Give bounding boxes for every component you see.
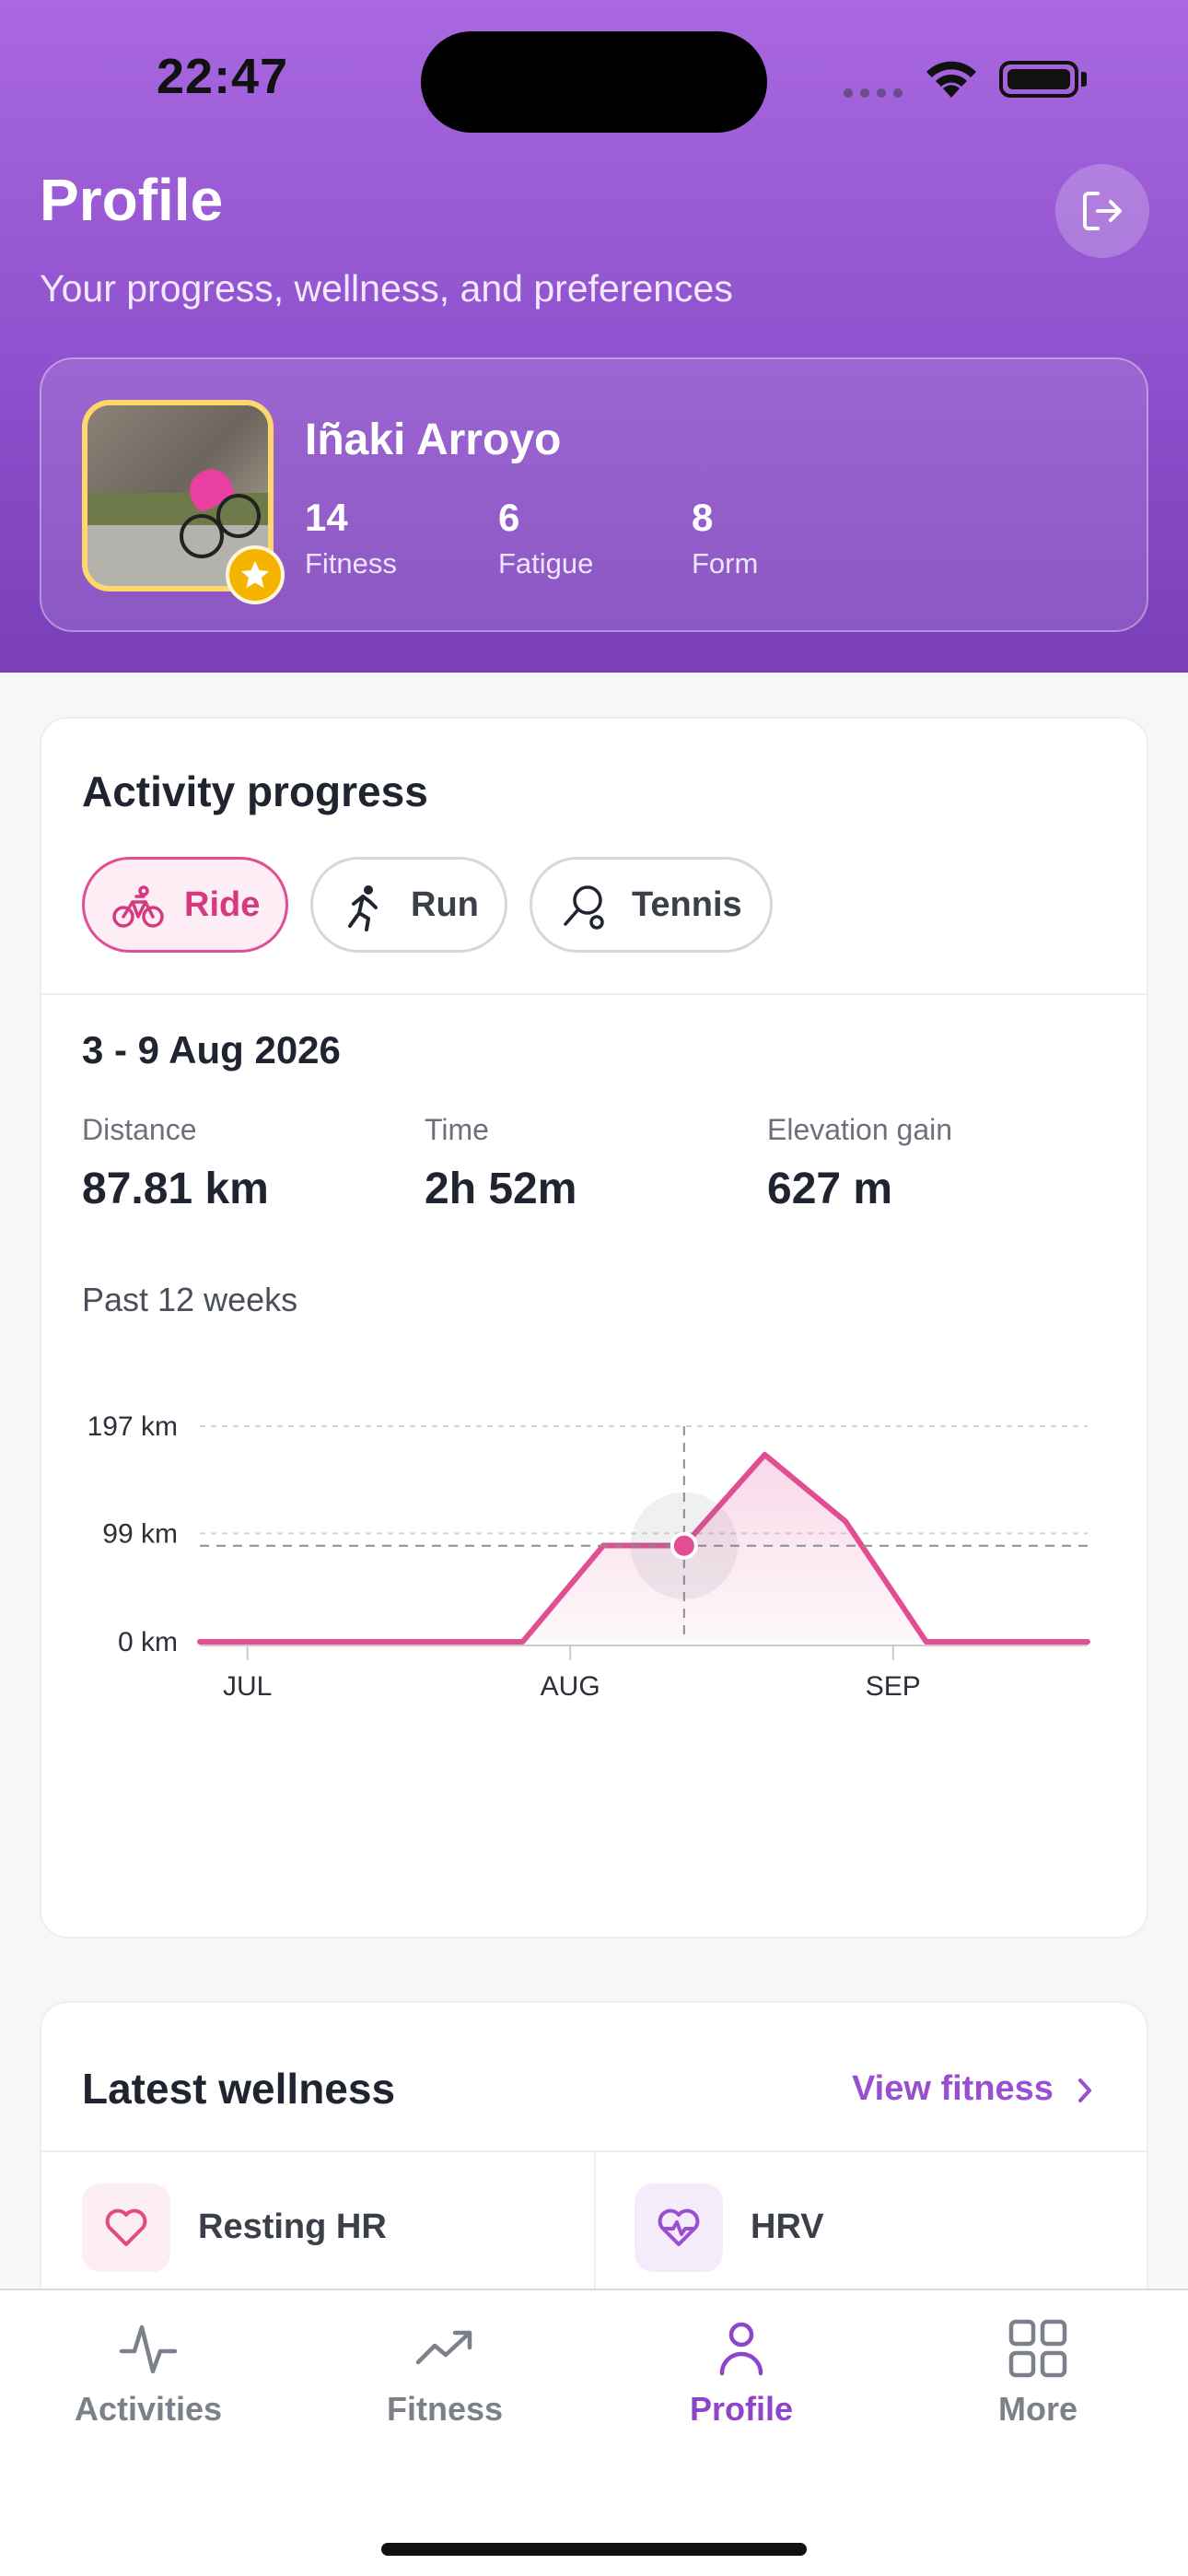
run-icon xyxy=(348,885,378,931)
dynamic-island xyxy=(421,31,767,133)
heart-icon xyxy=(82,2184,170,2272)
x-tick-label: AUG xyxy=(541,1671,600,1702)
athlete-card[interactable]: Iñaki Arroyo 14 Fitness 6 Fatigue 8 Form xyxy=(40,357,1148,632)
series-line xyxy=(197,1451,1090,1645)
stat-value: 8 xyxy=(692,496,714,539)
chip-ride[interactable]: Ride xyxy=(82,857,288,953)
page-title: Profile xyxy=(40,167,224,233)
metric-elevation: Elevation gain 627 m xyxy=(767,1113,952,1214)
activity-progress-card: Activity progress Ride Run Tennis 3 - 9 … xyxy=(40,717,1148,1938)
grid-icon xyxy=(1008,2319,1067,2378)
activity-progress-title: Activity progress xyxy=(82,767,428,815)
y-tick-label: 0 km xyxy=(118,1627,178,1657)
stat-fitness: 14 Fitness xyxy=(305,496,397,580)
stat-form: 8 Form xyxy=(692,496,758,580)
tab-profile[interactable]: Profile xyxy=(593,2316,890,2429)
athlete-name: Iñaki Arroyo xyxy=(305,416,562,464)
cellular-signal-icon xyxy=(844,88,904,98)
trend-icon xyxy=(415,2330,472,2365)
metric-label: Elevation gain xyxy=(767,1113,953,1146)
battery-tip xyxy=(1081,72,1087,87)
stat-label: Fatigue xyxy=(498,547,594,580)
profile-header: 22:47 Profile Your progress, wellness, a… xyxy=(0,0,1188,673)
wifi-icon xyxy=(926,61,976,98)
view-fitness-link[interactable]: View fitness xyxy=(852,2069,1054,2108)
tab-more[interactable]: More xyxy=(890,2316,1186,2429)
tab-activities[interactable]: Activities xyxy=(0,2316,297,2429)
stat-value: 6 xyxy=(498,496,520,539)
wellness-label: Resting HR xyxy=(198,2207,387,2246)
tab-label: Activities xyxy=(74,2390,223,2428)
metric-value: 87.81 km xyxy=(82,1165,269,1213)
tab-label: Profile xyxy=(689,2390,794,2428)
y-tick-label: 99 km xyxy=(102,1518,178,1549)
y-tick-label: 197 km xyxy=(87,1411,178,1442)
battery-icon xyxy=(999,61,1078,98)
chip-tennis[interactable]: Tennis xyxy=(530,857,773,953)
divider xyxy=(41,993,1147,995)
stat-label: Form xyxy=(692,547,759,580)
stat-label: Fitness xyxy=(305,547,397,580)
chip-label: Tennis xyxy=(632,885,742,924)
bike-icon xyxy=(112,885,164,928)
person-icon xyxy=(719,2322,763,2376)
status-time: 22:47 xyxy=(157,49,289,104)
logout-icon xyxy=(1083,192,1122,230)
metric-value: 2h 52m xyxy=(425,1165,577,1213)
chip-label: Run xyxy=(411,885,479,924)
week-range: 3 - 9 Aug 2026 xyxy=(82,1028,341,1071)
wellness-label: HRV xyxy=(751,2207,824,2246)
metric-distance: Distance 87.81 km xyxy=(82,1113,269,1214)
stat-fatigue: 6 Fatigue xyxy=(498,496,593,580)
home-indicator xyxy=(381,2543,807,2556)
heart-pulse-icon xyxy=(635,2184,723,2272)
tab-label: More xyxy=(997,2390,1077,2428)
past-weeks-label: Past 12 weeks xyxy=(82,1281,298,1318)
tennis-icon xyxy=(564,885,604,930)
star-badge-icon xyxy=(226,545,285,604)
metric-value: 627 m xyxy=(767,1165,893,1213)
logout-button[interactable] xyxy=(1055,164,1149,258)
chip-run[interactable]: Run xyxy=(310,857,507,953)
chip-label: Ride xyxy=(184,885,261,924)
x-tick-label: JUL xyxy=(223,1671,272,1702)
divider-vertical xyxy=(594,2150,596,2335)
tab-bar: Activities Fitness Profile More xyxy=(0,2289,1188,2576)
tab-fitness[interactable]: Fitness xyxy=(297,2316,593,2429)
metric-label: Distance xyxy=(82,1113,197,1146)
tab-label: Fitness xyxy=(386,2390,504,2428)
stat-value: 14 xyxy=(305,496,348,539)
selected-point xyxy=(670,1531,698,1560)
chevron-right-icon xyxy=(1078,2078,1091,2102)
page-subtitle: Your progress, wellness, and preferences xyxy=(40,267,733,310)
x-tick-label: SEP xyxy=(866,1671,921,1702)
distance-chart[interactable]: 197 km 99 km 0 km JUL AUG SEP xyxy=(41,1364,1147,1732)
activity-icon xyxy=(119,2324,178,2374)
metric-time: Time 2h 52m xyxy=(425,1113,577,1214)
wellness-title: Latest wellness xyxy=(82,2065,396,2113)
metric-label: Time xyxy=(425,1113,489,1146)
